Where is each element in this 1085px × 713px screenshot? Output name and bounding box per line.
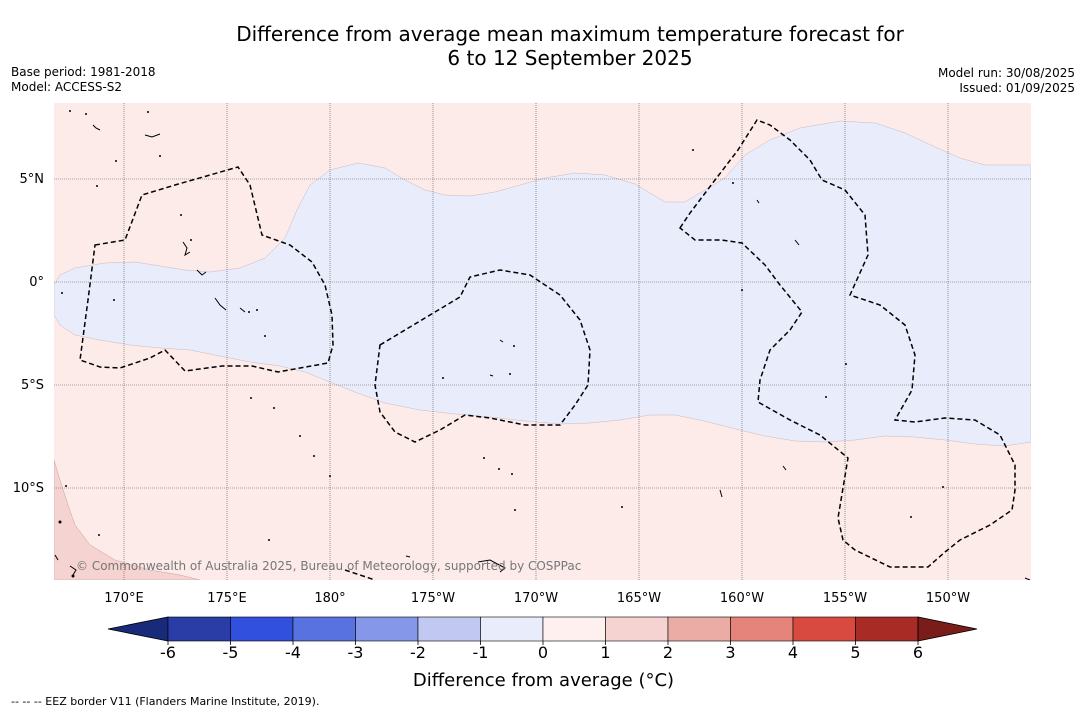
model-run: Model run: 30/08/2025	[937, 66, 1075, 80]
eez-border-bottom-fragment	[344, 569, 376, 580]
colorbar-segment	[542, 616, 606, 642]
colorbar-tick-label: 1	[600, 643, 610, 662]
lon-tick-label: 160°W	[720, 591, 764, 606]
colorbar-tick-label: 5	[850, 643, 860, 662]
latitude-labels: 5°N 0° 5°S 10°S	[13, 172, 44, 496]
base-period: Base period: 1981-2018	[11, 65, 156, 79]
colorbar-tick-label: 4	[788, 643, 798, 662]
colorbar-tick-label: -1	[473, 643, 489, 662]
title-line-2: 6 to 12 September 2025	[447, 46, 693, 70]
lon-tick-label: 180°	[314, 591, 345, 606]
colorbar-segment	[355, 616, 419, 642]
colorbar-segment	[480, 616, 544, 642]
lat-tick-label: 5°S	[21, 378, 44, 393]
colorbar-tick-label: -4	[285, 643, 301, 662]
colorbar-tick-label: 6	[913, 643, 923, 662]
lat-tick-label: 10°S	[13, 481, 44, 496]
colorbar-tick-label: 0	[538, 643, 548, 662]
colorbar-segment	[167, 616, 231, 642]
eez-legend-note: -- -- -- EEZ border V11 (Flanders Marine…	[11, 695, 320, 708]
colorbar-segment	[855, 616, 919, 642]
lon-tick-label: 165°W	[617, 591, 661, 606]
eez-border-phoenix	[374, 269, 591, 443]
eez-border-kiribati-gilberts	[79, 166, 334, 373]
title-line-1: Difference from average mean maximum tem…	[236, 22, 904, 46]
eez-border-line-islands	[678, 119, 1016, 568]
colorbar-tick-label: 3	[725, 643, 735, 662]
lon-tick-label: 170°E	[104, 591, 144, 606]
colorbar-high-extend	[917, 616, 978, 642]
colorbar-segment	[230, 616, 294, 642]
copyright-note: © Commonwealth of Australia 2025, Bureau…	[76, 559, 581, 573]
colorbar-tick-label: -5	[223, 643, 239, 662]
colorbar-segment	[292, 616, 356, 642]
map-title: Difference from average mean maximum tem…	[0, 22, 1085, 70]
colorbar-segment	[730, 616, 794, 642]
colorbar: -6 -5 -4 -3 -2 -1 0 1 2 3 4 5 6	[107, 616, 978, 662]
colorbar-title: Difference from average (°C)	[412, 670, 675, 691]
islands	[54, 124, 1031, 580]
model-name: Model: ACCESS-S2	[11, 80, 123, 94]
lon-tick-label: 170°W	[514, 591, 558, 606]
warm-anomaly-1-2-region	[54, 459, 201, 580]
lat-tick-label: 0°	[29, 275, 44, 290]
colorbar-low-extend	[107, 616, 169, 642]
colorbar-tick-label: -2	[410, 643, 426, 662]
lat-tick-label: 5°N	[20, 172, 45, 187]
lon-tick-label: 175°W	[411, 591, 455, 606]
cool-anomaly-region	[54, 120, 1031, 447]
colorbar-tick-label: -6	[160, 643, 176, 662]
colorbar-segment	[792, 616, 856, 642]
eez-borders	[79, 119, 1016, 580]
meta-left: Base period: 1981-2018 Model: ACCESS-S2	[11, 65, 156, 95]
colorbar-segment	[605, 616, 669, 642]
meta-right: Model run: 30/08/2025 Issued: 01/09/2025	[938, 66, 1075, 96]
lon-tick-label: 155°W	[823, 591, 867, 606]
colorbar-tick-label: 2	[663, 643, 673, 662]
colorbar-segment	[667, 616, 731, 642]
issued-date: Issued: 01/09/2025	[959, 81, 1075, 95]
longitude-labels: 170°E 175°E 180° 175°W 170°W 165°W 160°W 155°W 1…	[104, 591, 970, 606]
lon-tick-label: 150°W	[926, 591, 970, 606]
gridlines	[54, 103, 1031, 580]
lon-tick-label: 175°E	[207, 591, 247, 606]
colorbar-tick-label: -3	[348, 643, 364, 662]
colorbar-segment	[417, 616, 481, 642]
island-dots	[58, 110, 944, 578]
